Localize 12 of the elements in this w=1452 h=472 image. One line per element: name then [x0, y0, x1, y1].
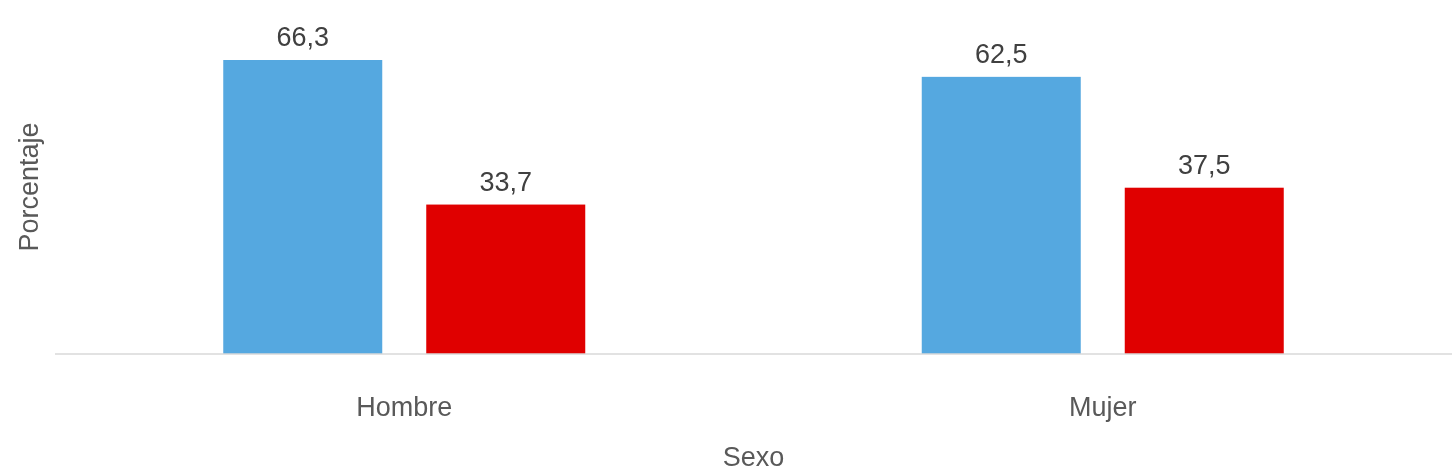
- bar: [1124, 187, 1284, 354]
- x-axis-title: Sexo: [722, 442, 785, 472]
- bar: [426, 204, 586, 354]
- data-label: 62,5: [974, 38, 1028, 69]
- y-axis-title: Porcentaje: [14, 122, 44, 252]
- bar: [223, 60, 383, 354]
- data-label: 66,3: [276, 22, 330, 52]
- x-tick-label: Mujer: [1068, 392, 1137, 422]
- data-label: 37,5: [1177, 149, 1231, 180]
- x-tick-label: Hombre: [356, 392, 453, 422]
- data-label: 33,7: [479, 166, 533, 197]
- bar: [921, 76, 1081, 354]
